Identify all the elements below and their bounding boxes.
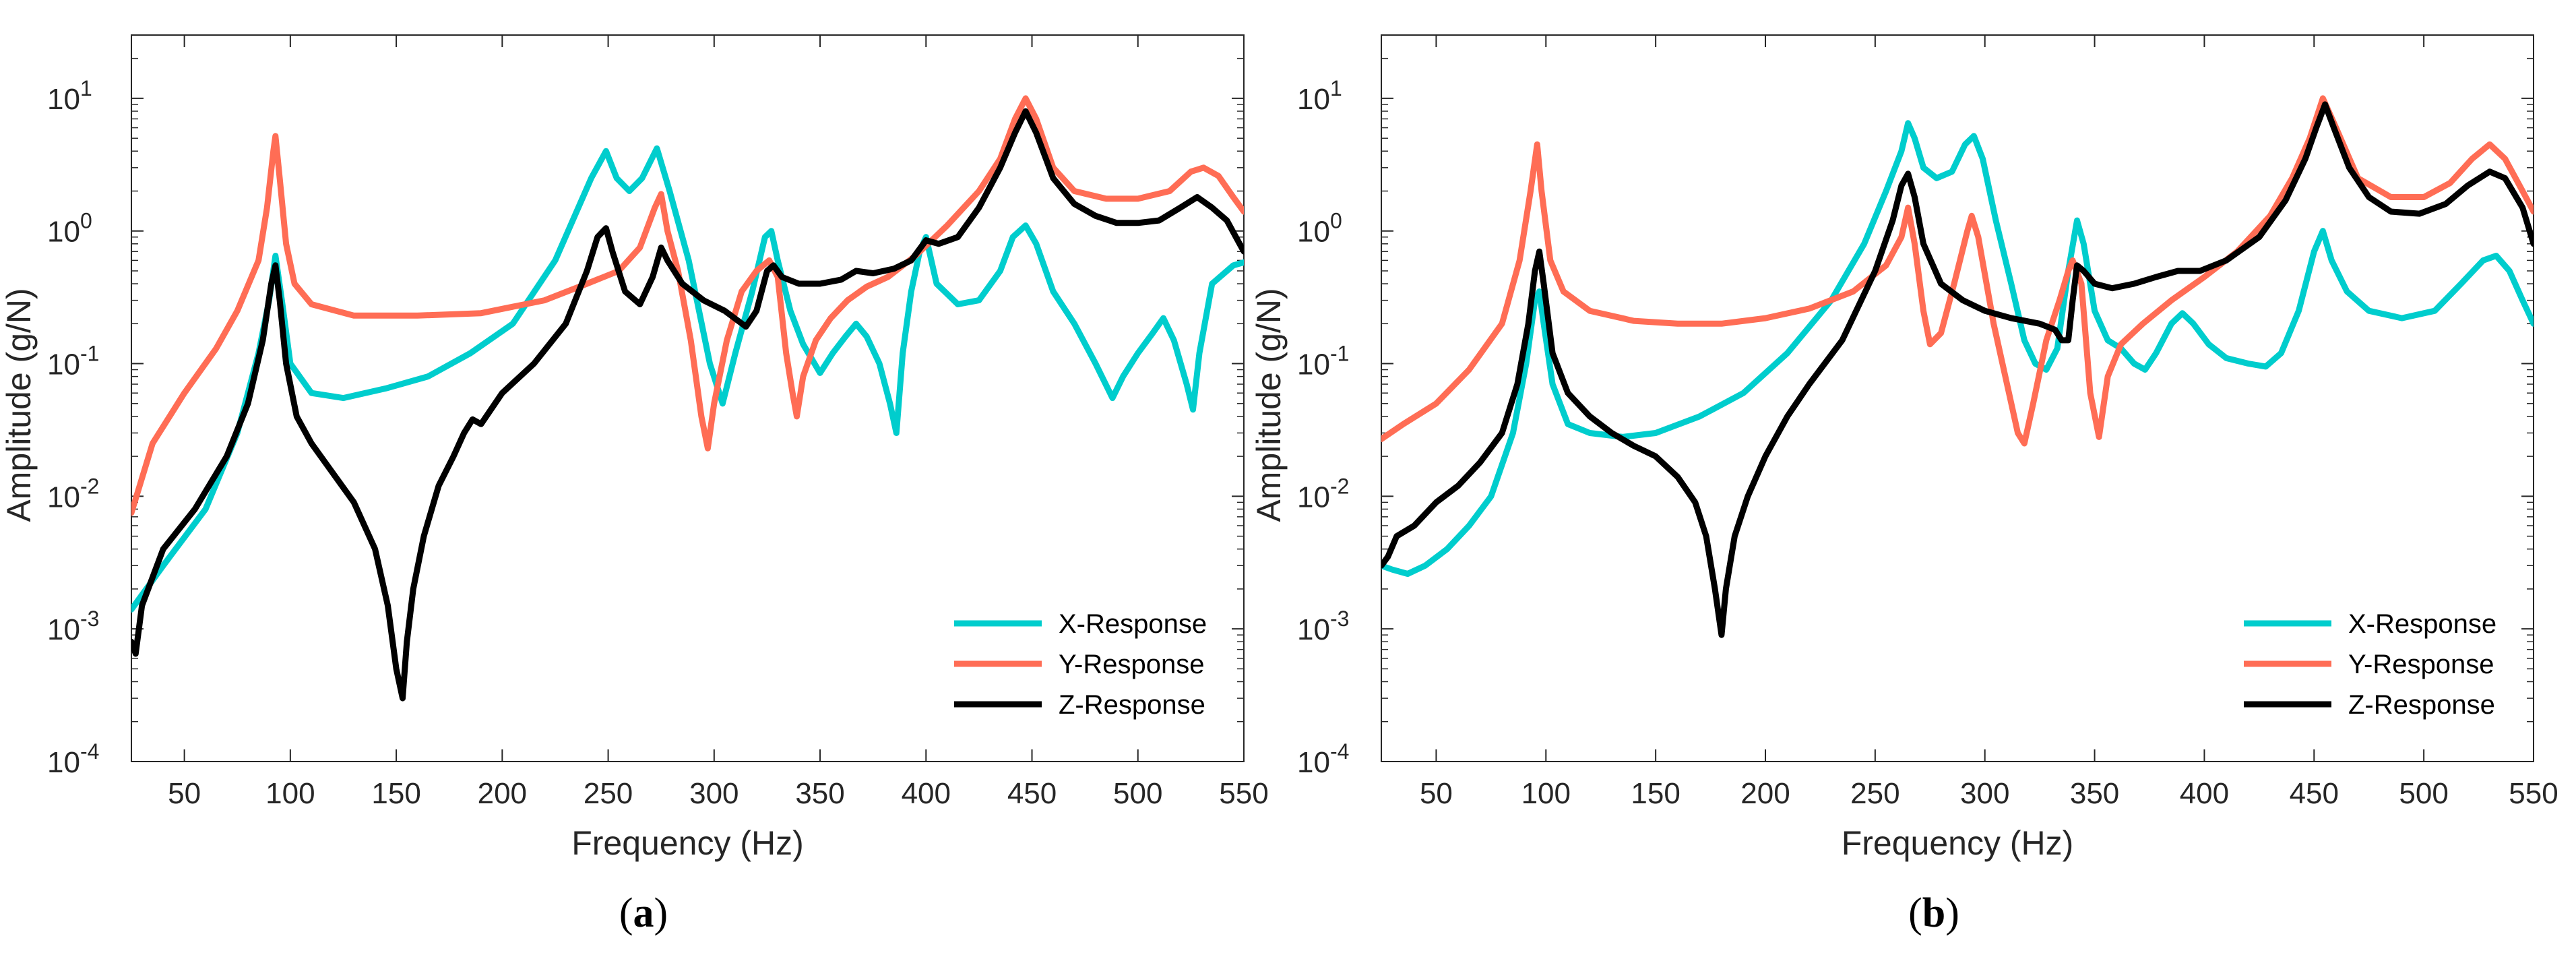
panel-b: 50 100 150 200 250 300 350 400 450 500 550 10-4 10-3… [1250,34,2558,936]
y-tick-label: 10-1 [1297,342,1349,381]
panel-caption: (b) [1908,890,1959,936]
series-line-y-response [131,95,1244,516]
legend-label: X-Response [1059,609,1207,639]
legend-label: X-Response [2348,609,2496,639]
x-tick-label: 450 [2290,777,2339,810]
y-tick-label: 10-1 [47,342,99,381]
axes-box [131,34,1245,762]
legend-label: Z-Response [1059,690,1205,720]
x-tick-label: 150 [371,777,420,810]
x-tick-label: 200 [1740,777,1790,810]
y-axis-label: Amplitude (g/N) [1250,288,1288,522]
x-tick-label: 400 [902,777,951,810]
x-tick-label: 350 [795,777,844,810]
x-tick-label: 550 [1219,777,1268,810]
x-axis-label: Frequency (Hz) [571,824,804,862]
x-tick-label: 200 [478,777,527,810]
series-line-x-response [1381,120,2534,577]
series-line-z-response [131,108,1244,702]
y-tick-label: 101 [47,76,92,116]
series-group [1381,95,2534,638]
y-tick-label: 100 [47,209,92,249]
y-tick-label: 10-2 [47,474,99,514]
y-tick-label: 100 [1297,209,1342,249]
panel-caption: (a) [619,890,668,936]
y-tick-label: 101 [1297,76,1342,116]
legend: X-Response Y-Response Z-Response [954,609,1207,720]
series-line-y-response [1381,95,2534,447]
x-tick-label: 400 [2180,777,2229,810]
x-tick-label: 50 [168,777,201,810]
x-tick-label: 500 [1113,777,1162,810]
x-tick-label: 250 [584,777,633,810]
x-tick-label: 350 [2070,777,2119,810]
x-tick-label: 450 [1007,777,1057,810]
x-tick-label: 250 [1850,777,1899,810]
x-axis-label: Frequency (Hz) [1842,824,2074,862]
y-tick-label: 10-3 [47,607,99,646]
y-tick-label: 10-4 [47,739,99,779]
legend-label: Z-Response [2348,690,2495,720]
x-tick-label: 100 [1521,777,1571,810]
series-group [131,95,1244,702]
y-tick-label: 10-4 [1297,739,1349,779]
x-tick-label: 550 [2509,777,2558,810]
legend-label: Y-Response [2348,650,2494,679]
x-tick-label: 300 [689,777,739,810]
legend-label: Y-Response [1059,650,1204,679]
y-axis-label: Amplitude (g/N) [0,288,38,522]
y-tick-label: 10-3 [1297,607,1349,646]
axes-box [1381,34,2534,762]
x-tick-label: 50 [1420,777,1453,810]
series-line-z-response [1381,101,2534,638]
series-line-x-response [131,145,1244,613]
panel-a: 50 100 150 200 250 300 350 400 450 500 550 10-4 10-3… [0,34,1269,936]
legend: X-Response Y-Response Z-Response [2244,609,2496,720]
x-tick-label: 500 [2399,777,2448,810]
y-tick-label: 10-2 [1297,474,1349,514]
x-tick-label: 100 [265,777,315,810]
x-tick-label: 300 [1960,777,2009,810]
x-tick-label: 150 [1631,777,1680,810]
